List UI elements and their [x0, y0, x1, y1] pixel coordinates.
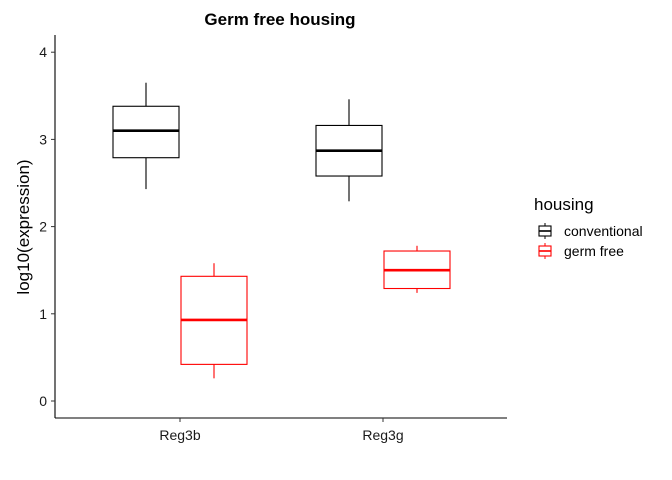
y-tick-label: 0: [39, 393, 47, 409]
x-tick-label: Reg3b: [159, 427, 200, 443]
chart-title: Germ free housing: [204, 10, 355, 29]
box-iqr: [112, 105, 180, 159]
y-axis-title: log10(expression): [14, 159, 33, 294]
legend-title: housing: [534, 195, 594, 214]
box-germ-free-Reg3b: [180, 263, 248, 379]
legend-item-germ-free: germ free: [538, 243, 624, 259]
y-tick-label: 1: [39, 306, 47, 322]
axes: 0 1 2 3 4 Reg3b Reg3g: [39, 35, 507, 443]
y-tick-label: 4: [39, 44, 47, 60]
plot-area: [112, 82, 451, 379]
box-germ-free-Reg3g: [383, 245, 451, 293]
legend-label: germ free: [564, 243, 624, 259]
y-tick-label: 2: [39, 219, 47, 235]
legend-item-conventional: conventional: [538, 223, 643, 239]
legend: housing conventional germ free: [534, 195, 643, 259]
legend-label: conventional: [564, 223, 643, 239]
y-tick-label: 3: [39, 131, 47, 147]
legend-key-icon: [538, 223, 552, 239]
legend-key-icon: [538, 243, 552, 259]
box-conventional-Reg3g: [315, 99, 383, 202]
x-tick-label: Reg3g: [362, 427, 403, 443]
box-conventional-Reg3b: [112, 82, 180, 190]
